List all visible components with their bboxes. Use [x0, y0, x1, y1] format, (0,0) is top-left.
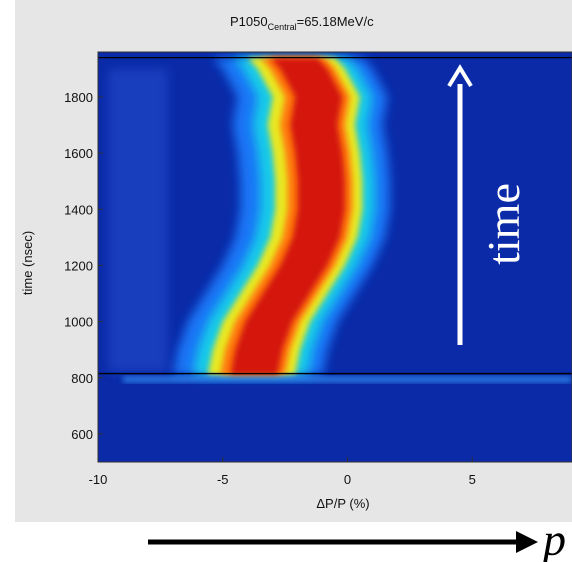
- momentum-arrow: [148, 531, 538, 553]
- plot-frame: [97, 51, 572, 463]
- y-tick-label: 1400: [64, 202, 93, 217]
- y-tick-label: 1600: [64, 146, 93, 161]
- x-tick-label: -10: [89, 472, 108, 487]
- y-tick-label: 1200: [64, 258, 93, 273]
- plot-area: [98, 52, 572, 462]
- reference-lines: [98, 56, 572, 375]
- title-subscript: Central: [268, 22, 297, 32]
- y-tick-label: 1000: [64, 315, 93, 330]
- x-tick-label: 0: [344, 472, 351, 487]
- momentum-arrow-head: [516, 531, 538, 553]
- y-axis: 600 800 1000 1200 1400 1600 1800: [64, 90, 103, 442]
- momentum-arrow-label: p: [540, 514, 566, 562]
- x-axis-label: ΔP/P (%): [316, 496, 369, 511]
- title-value: =65.18MeV/c: [297, 14, 374, 29]
- y-tick-label: 1800: [64, 90, 93, 105]
- y-axis-label: time (nsec): [20, 231, 35, 295]
- x-axis: -10 -5 0 5: [89, 457, 476, 487]
- y-tick-label: 600: [71, 427, 93, 442]
- time-arrow: [447, 64, 473, 345]
- time-arrow-label: time: [478, 183, 529, 265]
- y-tick-label: 800: [71, 371, 93, 386]
- chart-title: P1050Central=65.18MeV/c: [230, 14, 374, 32]
- title-main: P1050: [230, 14, 268, 29]
- haze-left: [107, 68, 168, 373]
- x-tick-label: -5: [217, 472, 229, 487]
- time-arrow-head: [447, 64, 473, 88]
- x-tick-label: 5: [469, 472, 476, 487]
- heatmap-layers: [107, 57, 572, 383]
- band-red: [230, 57, 345, 375]
- streak-lower: [122, 376, 572, 383]
